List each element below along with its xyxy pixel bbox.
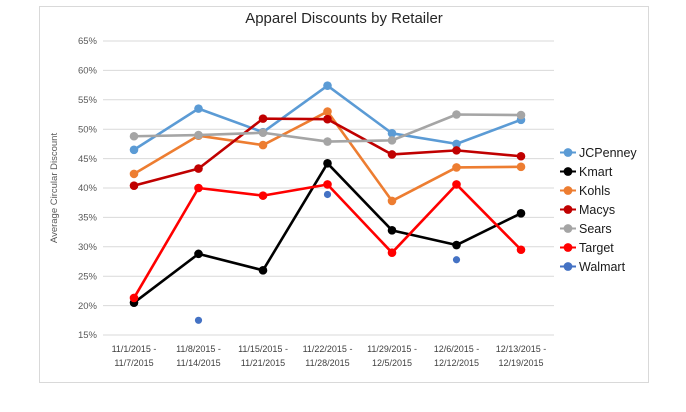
- x-tick-label-line1: 12/13/2015 -: [496, 344, 547, 354]
- y-tick-label: 45%: [78, 154, 98, 165]
- legend-label: JCPenney: [579, 145, 637, 160]
- data-point-jcpenney: [323, 81, 332, 90]
- y-tick-label: 65%: [78, 36, 98, 47]
- chart-frame: 15% 20% 25% 30% 35% 40% 45% 50% 55% 60% 65% Average…: [39, 6, 649, 383]
- legend-item-target: Target: [560, 238, 637, 257]
- legend-marker-kmart: [560, 167, 576, 176]
- data-point-target: [452, 180, 461, 189]
- legend-label: Walmart: [579, 259, 626, 274]
- chart-title: Apparel Discounts by Retailer: [245, 10, 443, 27]
- x-tick-label-line2: 11/28/2015: [305, 358, 349, 368]
- data-point-kmart: [452, 240, 461, 250]
- data-point-sears: [516, 110, 526, 120]
- data-point-jcpenney: [129, 145, 139, 155]
- legend-label: Macys: [579, 202, 616, 217]
- data-point-sears: [129, 131, 139, 141]
- data-point-target: [194, 183, 203, 193]
- y-axis-title: Average Circular Discount: [49, 133, 60, 244]
- data-point-macys: [323, 114, 332, 124]
- legend-label: Kohls: [579, 183, 611, 198]
- data-point-kohls: [452, 163, 461, 172]
- plot-area: 15% 20% 25% 30% 35% 40% 45% 50% 55% 60% 65% Average…: [49, 36, 554, 368]
- legend-marker-target: [560, 243, 576, 252]
- data-point-macys: [452, 146, 461, 155]
- data-point-kmart: [258, 266, 268, 275]
- data-point-target: [323, 180, 332, 189]
- data-point-kmart: [387, 226, 397, 235]
- data-point-kohls: [258, 140, 268, 150]
- data-point-sears: [387, 136, 397, 145]
- legend-label: Kmart: [579, 164, 613, 179]
- x-tick-label-line2: 12/12/2015: [434, 358, 479, 368]
- data-point-target: [516, 245, 526, 255]
- data-point-macys: [516, 151, 526, 161]
- legend-marker-sears: [560, 224, 576, 233]
- data-point-kmart: [323, 159, 332, 168]
- y-tick-label: 60%: [78, 66, 98, 77]
- legend-item-kohls: Kohls: [560, 181, 637, 200]
- y-tick-label: 30%: [78, 242, 98, 253]
- y-tick-label: 40%: [78, 183, 98, 194]
- data-point-jcpenney: [194, 104, 203, 113]
- data-point-kohls: [516, 162, 526, 172]
- data-point-walmart: [194, 316, 203, 324]
- x-tick-label-line2: 12/5/2015: [372, 358, 412, 368]
- data-point-target: [387, 248, 397, 257]
- x-tick-label-line1: 11/29/2015 -: [367, 344, 417, 354]
- y-tick-label: 50%: [78, 124, 98, 135]
- y-tick-label: 15%: [78, 330, 98, 341]
- legend: JCPenney Kmart Kohls Macys Sears Target Walmar…: [560, 143, 637, 276]
- x-tick-label-line1: 11/1/2015 -: [112, 344, 157, 354]
- data-point-kohls: [129, 169, 139, 179]
- x-tick-label-line2: 12/19/2015: [498, 358, 543, 368]
- data-point-target: [129, 293, 139, 303]
- legend-label: Target: [579, 240, 614, 255]
- x-tick-label-line1: 11/22/2015 -: [303, 344, 353, 354]
- data-point-macys: [129, 181, 139, 190]
- data-point-kmart: [516, 208, 526, 218]
- legend-item-walmart: Walmart: [560, 257, 637, 276]
- x-tick-label-line2: 11/7/2015: [114, 358, 153, 368]
- series-line-macys: [132, 117, 523, 187]
- y-tick-label: 25%: [78, 271, 98, 282]
- legend-marker-kohls: [560, 186, 576, 195]
- data-point-walmart: [323, 190, 332, 199]
- y-tick-label: 55%: [78, 95, 98, 106]
- legend-item-macys: Macys: [560, 200, 637, 219]
- y-tick-label: 35%: [78, 213, 98, 224]
- x-tick-label-line1: 11/8/2015 -: [176, 344, 221, 354]
- data-point-walmart: [452, 256, 461, 264]
- data-point-macys: [387, 150, 397, 159]
- legend-marker-jcpenney: [560, 148, 576, 157]
- data-point-sears: [258, 128, 268, 138]
- data-point-kmart: [194, 249, 203, 259]
- data-point-macys: [258, 114, 268, 123]
- data-point-kohls: [323, 107, 332, 116]
- data-point-jcpenney: [387, 129, 397, 138]
- x-tick-label-line2: 11/14/2015: [176, 358, 220, 368]
- data-point-jcpenney: [452, 139, 461, 149]
- x-tick-label-line1: 12/6/2015 -: [434, 344, 480, 354]
- x-tick-label-line1: 11/15/2015 -: [238, 344, 288, 354]
- legend-item-sears: Sears: [560, 219, 637, 238]
- data-point-sears: [323, 137, 332, 146]
- data-point-kohls: [387, 196, 397, 206]
- legend-label: Sears: [579, 221, 612, 236]
- data-point-target: [258, 191, 268, 200]
- x-tick-label-line2: 11/21/2015: [241, 358, 285, 368]
- legend-marker-macys: [560, 205, 576, 214]
- legend-marker-walmart: [560, 262, 576, 271]
- data-point-sears: [452, 110, 461, 119]
- legend-item-kmart: Kmart: [560, 162, 637, 181]
- data-point-macys: [194, 164, 203, 173]
- legend-item-jcpenney: JCPenney: [560, 143, 637, 162]
- data-point-sears: [194, 130, 203, 140]
- y-tick-label: 20%: [78, 301, 98, 312]
